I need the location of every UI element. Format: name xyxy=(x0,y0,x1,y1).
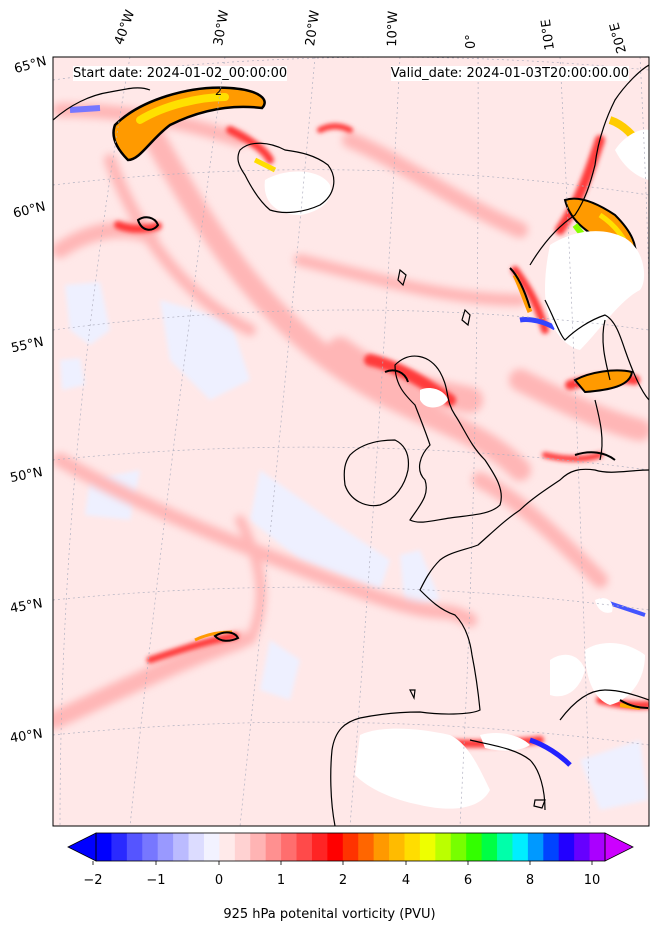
cbar-tick-label: 10 xyxy=(583,873,601,888)
lon-label-0: 0° xyxy=(464,34,479,49)
cbar-tick-label: 6 xyxy=(463,873,473,888)
map-border xyxy=(52,56,650,827)
cbar-tick-label: 1 xyxy=(276,873,286,888)
great-britain-coast xyxy=(394,355,502,523)
pv-field-background xyxy=(53,57,649,826)
scandinavia-coast xyxy=(529,64,649,266)
continent-coast xyxy=(330,468,649,826)
ireland-coast xyxy=(343,439,410,507)
cbar-tick-label: 4 xyxy=(401,873,411,888)
coastlines xyxy=(53,64,649,826)
start-date-label: Start date: 2024-01-02_00:00:00 xyxy=(73,66,288,81)
cbar-tick-label: 2 xyxy=(338,873,348,888)
lon-label-10w: 10°W xyxy=(385,10,402,47)
valid-date-label: Valid_date: 2024-01-03T20:00:00.00 xyxy=(390,66,629,81)
pv-2-contours xyxy=(136,216,649,709)
cbar-tick-label: 8 xyxy=(525,873,535,888)
moderate-pv-bands xyxy=(53,103,649,729)
iceland-coast xyxy=(237,142,335,214)
cbar-tick-label: −2 xyxy=(83,873,103,888)
contour-label-2: 2 xyxy=(215,85,222,98)
masked-terrain xyxy=(264,129,649,809)
colorbar-title: 925 hPa potenital vorticity (PVU) xyxy=(223,907,436,922)
cbar-tick-label: −1 xyxy=(146,873,166,888)
cbar-tick-label: 0 xyxy=(214,873,224,888)
